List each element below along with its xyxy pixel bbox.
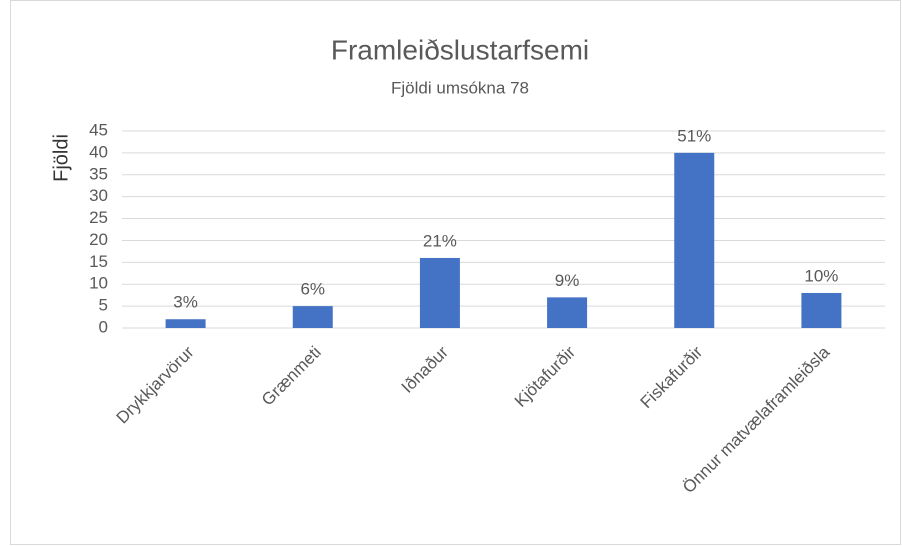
- data-label: 10%: [804, 266, 838, 285]
- bar: [547, 297, 588, 328]
- y-tick-label: 15: [89, 252, 108, 271]
- y-tick-label: 30: [89, 186, 108, 205]
- data-label: 3%: [173, 293, 198, 312]
- bar: [674, 152, 715, 328]
- y-tick-label: 25: [89, 208, 108, 227]
- y-tick-label: 0: [99, 317, 108, 336]
- y-tick-label: 45: [89, 120, 108, 139]
- data-label: 21%: [423, 231, 457, 250]
- data-label: 6%: [300, 280, 325, 299]
- y-tick-label: 10: [89, 274, 108, 293]
- y-tick-label: 35: [89, 164, 108, 183]
- data-label: 51%: [677, 126, 711, 145]
- bar: [801, 292, 842, 328]
- y-tick-label: 20: [89, 230, 108, 249]
- y-tick-label: 5: [99, 296, 108, 315]
- y-axis-label: Fjöldi: [50, 134, 72, 182]
- bar: [292, 306, 333, 328]
- chart-title: Framleiðslustarfsemi: [331, 34, 589, 65]
- bar: [165, 319, 206, 328]
- bar: [419, 257, 460, 328]
- data-label: 9%: [555, 271, 580, 290]
- y-tick-label: 40: [89, 142, 108, 161]
- chart-subtitle: Fjöldi umsókna 78: [391, 78, 529, 97]
